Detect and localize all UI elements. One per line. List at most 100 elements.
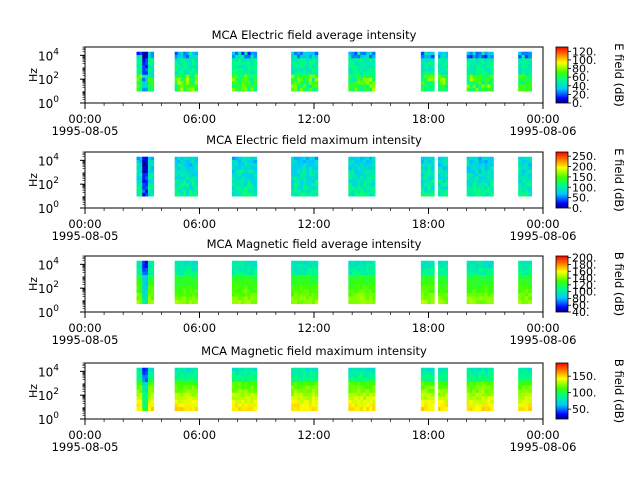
spectrogram-cell	[145, 282, 149, 287]
spectrogram-cell	[420, 374, 425, 379]
spectrogram-cell	[244, 81, 248, 85]
spectrogram-cell	[357, 267, 361, 272]
spectrogram-cell	[244, 407, 248, 412]
spectrogram-cell	[314, 389, 319, 394]
spectrogram-cell	[238, 278, 242, 283]
spectrogram-cell	[420, 282, 425, 287]
spectrogram-cell	[524, 176, 529, 181]
spectrogram-cell	[294, 289, 298, 294]
spectrogram-cell	[518, 278, 522, 283]
spectrogram-cell	[351, 51, 355, 56]
spectrogram-cell	[424, 403, 428, 408]
spectrogram-cell	[291, 186, 295, 190]
spectrogram-cell	[241, 64, 245, 69]
spectrogram-cell	[524, 278, 529, 283]
spectrogram-cell	[300, 385, 304, 390]
spectrogram-cell	[363, 166, 367, 171]
spectrogram-cell	[430, 156, 435, 161]
spectrogram-cell	[235, 382, 239, 387]
spectrogram-cell	[174, 371, 178, 376]
spectrogram-cell	[348, 84, 352, 89]
spectrogram-cell	[177, 371, 181, 376]
spectrogram-cell	[300, 267, 304, 272]
spectrogram-cell	[442, 399, 446, 404]
spectrogram-cell	[478, 173, 482, 177]
spectrogram-cell	[250, 392, 255, 397]
spectrogram-cell	[244, 55, 248, 59]
spectrogram-cell	[440, 407, 444, 412]
spectrogram-cell	[348, 389, 352, 394]
spectrogram-cell	[354, 61, 358, 66]
spectrogram-cell	[351, 68, 355, 72]
spectrogram-cell	[250, 389, 255, 394]
spectrogram-cell	[308, 182, 313, 187]
spectrogram-cell	[311, 169, 316, 174]
spectrogram-cell	[372, 371, 376, 376]
spectrogram-cell	[297, 278, 301, 283]
spectrogram-cell	[136, 278, 140, 283]
spectrogram-cell	[142, 389, 146, 394]
spectrogram-cell	[186, 173, 190, 177]
spectrogram-cell	[136, 403, 140, 408]
spectrogram-cell	[475, 289, 479, 294]
y-tick-label: 102	[38, 387, 59, 403]
spectrogram-cell	[466, 392, 471, 397]
spectrogram-cell	[253, 51, 258, 56]
spectrogram-cell	[348, 192, 352, 197]
spectrogram-cell	[139, 68, 143, 72]
spectrogram-cell	[294, 160, 298, 164]
spectrogram-cell	[466, 382, 471, 387]
spectrogram-cell	[466, 264, 471, 269]
spectrogram-cell	[438, 278, 441, 283]
spectrogram-cell	[194, 87, 198, 92]
spectrogram-cell	[469, 169, 474, 174]
spectrogram-cell	[481, 77, 485, 82]
spectrogram-cell	[366, 275, 370, 280]
spectrogram-cell	[174, 87, 178, 92]
spectrogram-cell	[180, 278, 184, 283]
spectrogram-cell	[247, 389, 251, 394]
colorbar-tick-label: 200.	[572, 252, 597, 265]
spectrogram-cell	[440, 285, 444, 290]
spectrogram-cell	[438, 403, 441, 408]
spectrogram-cell	[430, 169, 435, 174]
spectrogram-cell	[372, 271, 376, 276]
spectrogram-cell	[481, 163, 485, 167]
spectrogram-cell	[244, 296, 248, 301]
spectrogram-cell	[420, 407, 425, 412]
spectrogram-cell	[194, 189, 198, 194]
spectrogram-cell	[308, 385, 313, 390]
spectrogram-cell	[194, 282, 198, 287]
spectrogram-cell	[194, 396, 198, 401]
spectrogram-cell	[351, 182, 355, 187]
spectrogram-cell	[238, 374, 242, 379]
spectrogram-cell	[294, 64, 298, 69]
spectrogram-cell	[314, 55, 319, 59]
spectrogram-cell	[139, 378, 143, 383]
spectrogram-cell	[231, 296, 236, 301]
spectrogram-cell	[366, 77, 370, 82]
spectrogram-cell	[150, 160, 155, 164]
spectrogram-cell	[314, 51, 319, 56]
spectrogram-cell	[354, 271, 358, 276]
spectrogram-cell	[294, 71, 298, 76]
spectrogram-cell	[247, 74, 251, 79]
spectrogram-cell	[521, 77, 526, 82]
spectrogram-cell	[291, 267, 295, 272]
spectrogram-cell	[438, 371, 441, 376]
spectrogram-cell	[136, 292, 140, 297]
spectrogram-cell	[291, 271, 295, 276]
spectrogram-cell	[186, 51, 190, 56]
spectrogram-cell	[305, 166, 310, 171]
spectrogram-cell	[183, 189, 187, 194]
spectrogram-cell	[250, 68, 255, 72]
colorbar-tick-label: 0.	[572, 202, 583, 215]
spectrogram-cell	[475, 300, 479, 305]
spectrogram-cell	[297, 296, 301, 301]
spectrogram-cell	[438, 160, 441, 164]
spectrogram-cell	[424, 292, 428, 297]
spectrogram-cell	[442, 156, 446, 161]
spectrogram-cell	[528, 396, 532, 401]
spectrogram-cell	[300, 68, 304, 72]
spectrogram-cell	[231, 292, 236, 297]
